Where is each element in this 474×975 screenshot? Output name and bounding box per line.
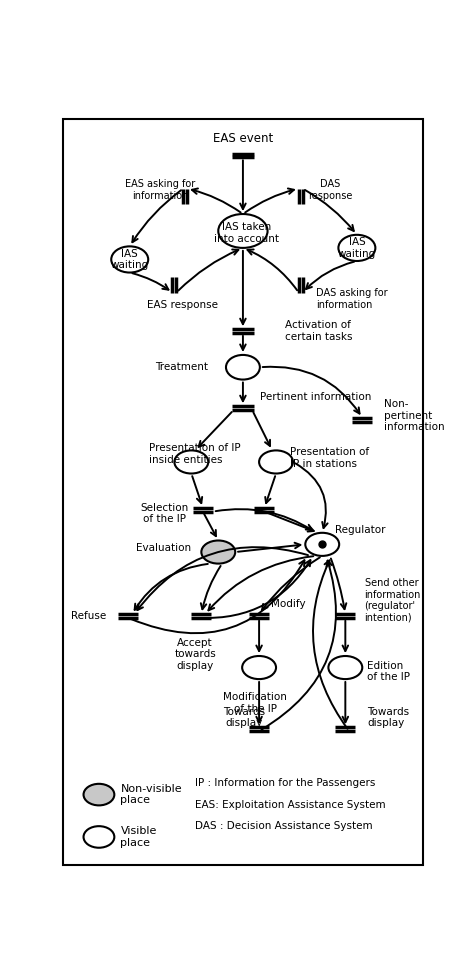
Text: EAS: Exploitation Assistance System: EAS: Exploitation Assistance System	[195, 800, 386, 809]
Text: DAS : Decision Assistance System: DAS : Decision Assistance System	[195, 821, 373, 831]
Text: Edition
of the IP: Edition of the IP	[367, 661, 410, 682]
Text: Treatment: Treatment	[155, 363, 208, 372]
Text: Send other
information
(regulator'
intention): Send other information (regulator' inten…	[365, 578, 421, 623]
Text: Non-
pertinent
information: Non- pertinent information	[384, 399, 445, 432]
Ellipse shape	[338, 235, 375, 261]
Text: DAS
response: DAS response	[308, 179, 352, 201]
Ellipse shape	[219, 214, 267, 248]
Text: Refuse: Refuse	[72, 611, 107, 621]
Text: Regulator: Regulator	[336, 526, 386, 535]
Text: Non-visible
place: Non-visible place	[120, 784, 182, 805]
Text: EAS asking for
information: EAS asking for information	[126, 179, 196, 201]
Text: Towards
display: Towards display	[367, 707, 409, 728]
Ellipse shape	[242, 656, 276, 680]
Ellipse shape	[83, 784, 114, 805]
Ellipse shape	[259, 450, 293, 474]
Text: Towards
display: Towards display	[223, 707, 265, 728]
Ellipse shape	[328, 656, 362, 680]
Text: IAS
waiting: IAS waiting	[338, 237, 376, 258]
Text: Visible
place: Visible place	[120, 826, 157, 847]
Text: Modify: Modify	[271, 600, 305, 609]
Text: IP : Information for the Passengers: IP : Information for the Passengers	[195, 778, 375, 788]
Text: Selection
of the IP: Selection of the IP	[140, 503, 189, 525]
Text: DAS asking for
information: DAS asking for information	[316, 288, 388, 309]
Text: EAS event: EAS event	[213, 132, 273, 145]
Ellipse shape	[174, 450, 208, 474]
Text: IAS
waiting: IAS waiting	[110, 249, 149, 270]
Ellipse shape	[83, 826, 114, 847]
Text: IAS taken
into account: IAS taken into account	[214, 222, 279, 244]
Ellipse shape	[226, 355, 260, 379]
Text: Modification
of the IP: Modification of the IP	[223, 692, 287, 714]
Text: Activation of
certain tasks: Activation of certain tasks	[285, 320, 353, 342]
Text: Presentation of
IP in stations: Presentation of IP in stations	[290, 448, 369, 469]
Text: EAS response: EAS response	[146, 300, 218, 310]
Text: Accept
towards
display: Accept towards display	[174, 638, 216, 671]
Ellipse shape	[111, 247, 148, 273]
Ellipse shape	[305, 532, 339, 556]
Text: Pertinent information: Pertinent information	[260, 392, 371, 403]
Ellipse shape	[201, 540, 235, 564]
Text: Presentation of IP
inside entities: Presentation of IP inside entities	[149, 444, 241, 465]
Text: Evaluation: Evaluation	[136, 543, 191, 553]
